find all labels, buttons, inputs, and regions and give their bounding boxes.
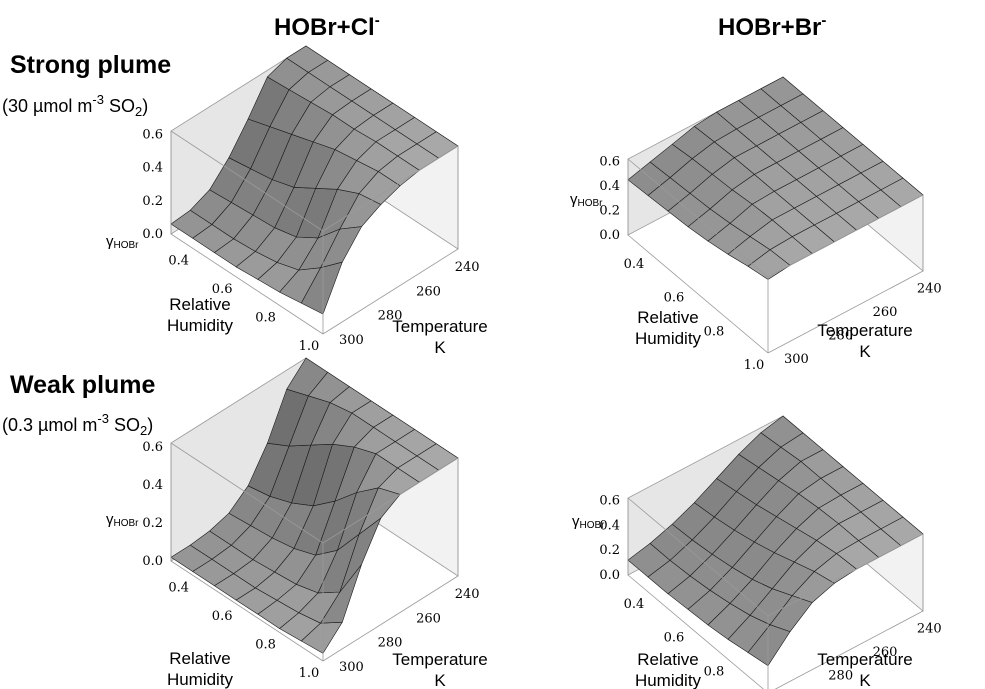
x-tick-label: 0.8	[255, 310, 276, 325]
box-edge-top-front	[170, 130, 459, 232]
z-tick-label: 0.0	[599, 228, 620, 243]
x-axis-label-line1: Relative	[169, 649, 230, 668]
x-tick-label: 0.6	[664, 291, 685, 306]
y-tick-label: 260	[416, 611, 441, 626]
box-edge-floor-front	[627, 574, 764, 689]
y-tick-label: 300	[339, 333, 364, 348]
box-edge-floor-front	[170, 560, 324, 662]
z-tick-label: 0.6	[142, 440, 163, 455]
y-axis-label-line1: Temperature	[392, 650, 487, 669]
x-tick-label: 0.8	[255, 637, 276, 652]
y-axis-label-line2: K	[859, 342, 871, 361]
z-tick-label: 0.6	[599, 493, 620, 508]
y-tick-label: 280	[828, 669, 853, 684]
z-tick-label: 0.6	[599, 154, 620, 169]
y-tick-label: 260	[416, 284, 441, 299]
y-tick-label: 260	[873, 645, 898, 660]
x-tick-label: 0.6	[664, 631, 685, 646]
x-tick-label: 0.8	[704, 664, 725, 679]
x-axis-label-line1: Relative	[637, 308, 698, 327]
x-tick-label: 0.4	[168, 580, 189, 595]
box-edge-floor-right	[322, 575, 459, 662]
box-edge-floor-right	[774, 610, 924, 689]
row-subtitle-strong: (30 µmol m-3 SO2)	[2, 92, 149, 119]
y-axis-label-line1: Temperature	[817, 321, 912, 340]
x-axis-label-line2: Humidity	[167, 316, 234, 335]
z-tick-label: 0.2	[599, 203, 620, 218]
y-tick-label: 280	[828, 329, 853, 344]
row-title-strong: Strong plume	[10, 51, 172, 79]
column-title-br: HOBr+Br-	[718, 12, 827, 41]
z-tick-label: 0.4	[599, 179, 620, 194]
x-tick-label: 0.4	[168, 253, 189, 268]
column-title-cl: HOBr+Cl-	[274, 12, 380, 41]
x-tick-label: 0.4	[624, 257, 645, 272]
y-tick-label: 300	[339, 660, 364, 675]
box-edge-floor-right	[767, 270, 924, 354]
z-tick-label: 0.2	[142, 516, 163, 531]
z-tick-label: 0.4	[142, 478, 163, 493]
box-edge-top-front	[627, 497, 924, 617]
y-axis-label-line2: K	[434, 338, 446, 357]
z-tick-label: 0.2	[142, 194, 163, 209]
x-tick-label: 0.8	[704, 324, 725, 339]
y-tick-label: 240	[455, 587, 480, 602]
y-tick-label: 260	[873, 305, 898, 320]
x-axis-label-line2: Humidity	[167, 670, 234, 689]
x-axis-label-line2: Humidity	[635, 329, 702, 348]
y-tick-label: 280	[378, 636, 403, 651]
y-axis-label-line2: K	[859, 671, 871, 689]
x-tick-label: 1.0	[299, 666, 320, 681]
x-tick-label: 0.6	[212, 609, 233, 624]
y-axis-label-line1: Temperature	[392, 317, 487, 336]
x-tick-label: 1.0	[744, 358, 765, 373]
z-tick-label: 0.0	[599, 568, 620, 583]
box-edge-floor-front	[627, 234, 769, 354]
box-edge-top-front	[170, 442, 459, 544]
y-tick-label: 240	[455, 260, 480, 275]
z-tick-label: 0.0	[142, 227, 163, 242]
z-tick-label: 0.0	[142, 554, 163, 569]
x-tick-label: 0.6	[212, 282, 233, 297]
y-tick-label: 240	[917, 622, 942, 637]
z-tick-label: 0.4	[142, 161, 163, 176]
x-axis-label-line1: Relative	[169, 295, 230, 314]
y-tick-label: 280	[378, 309, 403, 324]
y-axis-label-line2: K	[434, 671, 446, 689]
x-axis-label-line2: Humidity	[635, 671, 702, 689]
y-tick-label: 240	[917, 282, 942, 297]
box-edge-floor-front	[170, 233, 324, 335]
x-axis-label-line1: Relative	[637, 650, 698, 669]
x-tick-label: 0.4	[624, 597, 645, 612]
x-tick-label: 1.0	[299, 339, 320, 354]
z-tick-label: 0.4	[599, 518, 620, 533]
y-axis-label-line1: Temperature	[817, 650, 912, 669]
row-subtitle-weak: (0.3 µmol m-3 SO2)	[2, 411, 154, 438]
z-axis-label: γHOBr	[572, 513, 605, 531]
box-edge-floor-right	[322, 248, 459, 335]
box-edge-top-front	[627, 158, 924, 278]
z-tick-label: 0.2	[599, 543, 620, 558]
y-tick-label: 300	[784, 352, 809, 367]
row-title-weak: Weak plume	[10, 371, 156, 399]
z-tick-label: 0.6	[142, 127, 163, 142]
